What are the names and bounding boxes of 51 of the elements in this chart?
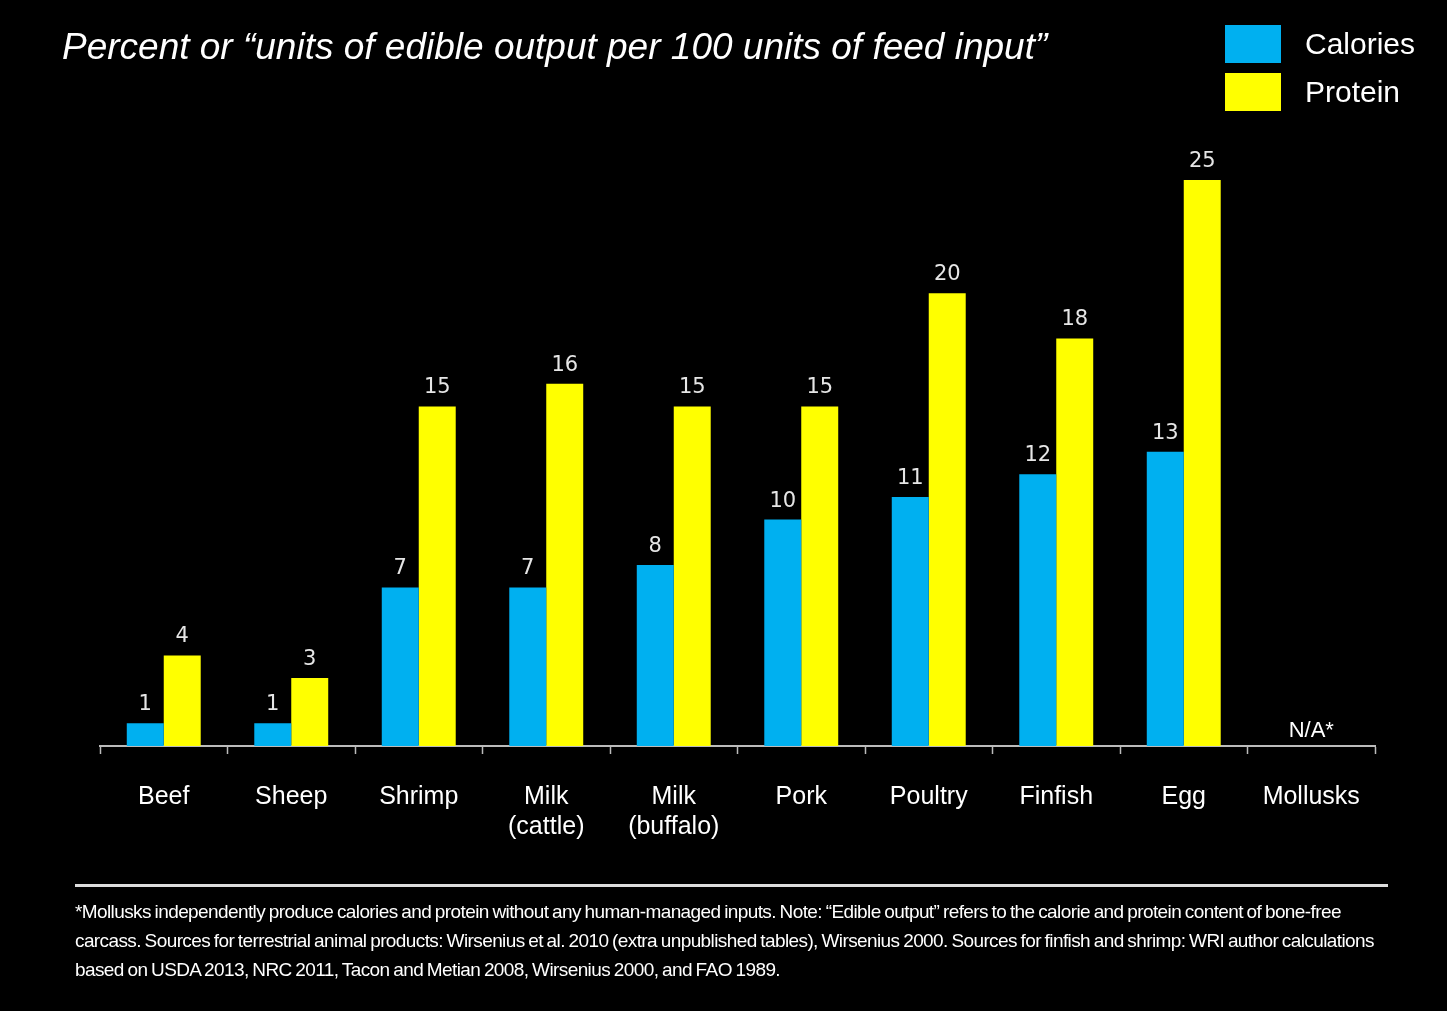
bar xyxy=(163,655,201,746)
data-label: 15 xyxy=(423,374,451,399)
x-tick-label: Egg xyxy=(1161,780,1206,809)
x-tick-label: Sheep xyxy=(255,780,328,809)
bar xyxy=(801,406,839,746)
bar xyxy=(1183,180,1221,746)
text: *Mollusks independently produce calories and protein without any human-managed inputs. Note: “Edible output” refers to the calorie and protein content of bone-free carcass. Sources for terrestrial animal products: Wirsenius et al. 2010 (extra unpublished tables), Wirsenius 2000. Sources for finfish and shrimp: WRI author calculations based on USDA 2013, NRC 2011, Tacon and Metian 2008, Wirsenius 2000, and FAO 1989. xyxy=(75,884,1388,984)
bar xyxy=(509,587,547,746)
data-label: 8 xyxy=(648,532,662,557)
bar xyxy=(1146,451,1184,746)
data-label: 25 xyxy=(1188,147,1216,172)
data-label: 7 xyxy=(393,555,407,580)
bar xyxy=(1056,338,1094,746)
bar xyxy=(636,564,674,746)
bar xyxy=(291,678,329,746)
bar xyxy=(418,406,456,746)
legend-label: Calories xyxy=(1305,27,1416,61)
data-label: 3 xyxy=(303,646,317,671)
x-tick-label: Milk (buffalo) xyxy=(628,780,720,839)
data-label: 15 xyxy=(678,374,706,399)
data-label: 1 xyxy=(138,691,152,716)
x-tick-label: Milk (cattle) xyxy=(508,780,585,839)
bar xyxy=(254,723,292,746)
x-tick-label: Pork xyxy=(775,780,828,809)
bar xyxy=(381,587,419,746)
data-label: 15 xyxy=(806,374,834,399)
data-label: 20 xyxy=(933,261,961,286)
bar xyxy=(928,293,966,746)
data-label: 4 xyxy=(175,623,189,648)
bar xyxy=(891,496,929,746)
x-tick-label: Shrimp xyxy=(379,780,459,809)
data-label: 12 xyxy=(1024,442,1052,467)
bar xyxy=(126,723,164,746)
bar xyxy=(764,519,802,746)
data-label: 10 xyxy=(769,487,797,512)
legend-label: Protein xyxy=(1305,75,1401,109)
x-tick-label: Mollusks xyxy=(1262,780,1360,809)
bar xyxy=(673,406,711,746)
x-tick-label: Poultry xyxy=(889,780,969,809)
annotation: N/A* xyxy=(1288,717,1335,743)
bar xyxy=(1019,474,1057,746)
chart-title: Percent or “units of edible output per 100 units of feed input” xyxy=(62,26,1048,68)
data-label: 1 xyxy=(266,691,280,716)
x-tick-label: Finfish xyxy=(1019,780,1094,809)
bar xyxy=(546,383,584,746)
data-label: 7 xyxy=(521,555,535,580)
data-label: 11 xyxy=(896,464,924,489)
data-label: 18 xyxy=(1061,306,1089,331)
data-label: 16 xyxy=(551,351,579,376)
data-label: 13 xyxy=(1151,419,1179,444)
x-tick-label: Beef xyxy=(138,780,190,809)
